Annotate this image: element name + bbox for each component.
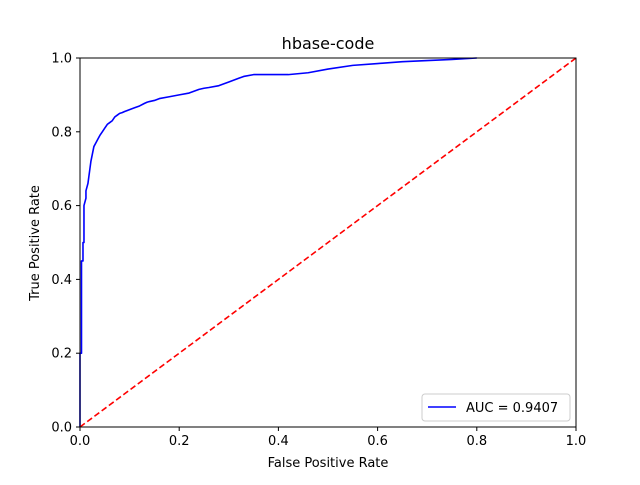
plot-frame [79,57,577,428]
legend-box [421,393,571,422]
y-tick-label: 0.4 [51,273,72,288]
series-layer [79,57,577,428]
chart-title: hbase-code [282,34,375,53]
y-tick-label: 1.0 [51,52,72,67]
x-tick-label: 0.6 [367,434,388,449]
y-tick-label: 0.8 [51,125,72,140]
y-tick-label: 0.0 [51,421,72,436]
x-tick-label: 0.8 [466,434,487,449]
y-tick-label: 0.2 [51,347,72,362]
y-tick-label: 0.6 [51,199,72,214]
x-tick-label: 0.0 [70,434,91,449]
roc-curve-line [79,57,477,427]
chance-diagonal-line [79,57,577,428]
x-axis-label: False Positive Rate [268,456,389,471]
x-tick-label: 0.2 [169,434,190,449]
y-axis-label: True Positive Rate [28,185,43,302]
x-tick-label: 1.0 [566,434,587,449]
x-tick-label: 0.4 [268,434,289,449]
legend: AUC = 0.9407 [421,393,571,422]
legend-label: AUC = 0.9407 [466,401,558,416]
ticks-layer: 0.0 0.2 0.4 0.6 0.8 1.0 0.0 0.2 0.4 0.6 0.8 1.0 [51,52,586,450]
